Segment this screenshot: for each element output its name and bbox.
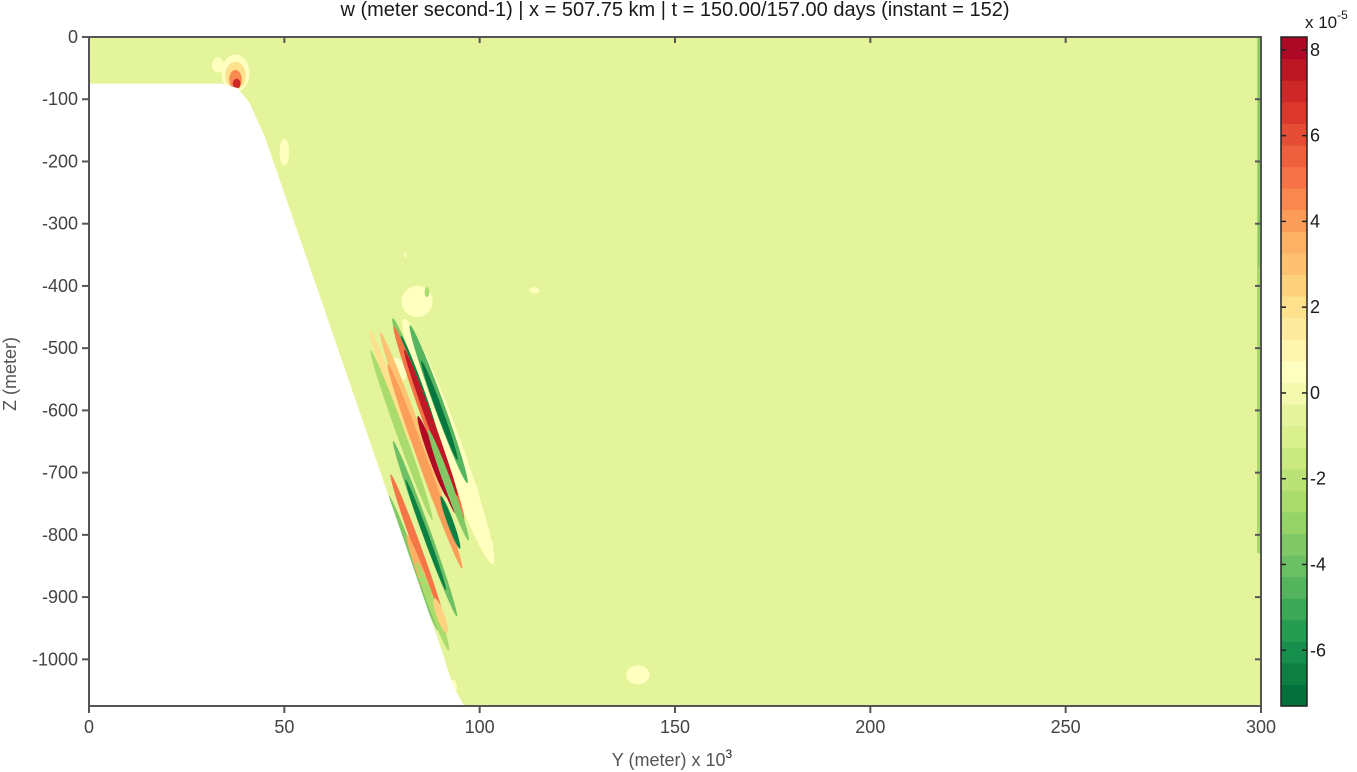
contour-feature-34 bbox=[481, 539, 494, 549]
y-axis: 0 -100 -200 -300 -400 -500 -600 -700 -800 -900 -10… bbox=[32, 27, 1261, 669]
colorbar-tick-label: 2 bbox=[1310, 297, 1320, 317]
contour-feature-29 bbox=[427, 429, 469, 541]
contour-features bbox=[212, 37, 1261, 695]
colorbar-band bbox=[1281, 554, 1307, 578]
contour-feature-19 bbox=[421, 360, 458, 461]
x-tick-label: 0 bbox=[84, 717, 94, 737]
contour-feature-10 bbox=[369, 329, 411, 442]
colorbar-tick-label: 8 bbox=[1310, 40, 1320, 60]
colorbar-band bbox=[1281, 425, 1307, 448]
contour-feature-16 bbox=[404, 349, 458, 496]
colorbar-band bbox=[1281, 598, 1307, 621]
bathymetry-mask bbox=[89, 83, 465, 706]
colorbar-multiplier: x 10-5 bbox=[1305, 8, 1348, 32]
contour-feature-32 bbox=[404, 251, 407, 258]
x-tick-label: 200 bbox=[855, 717, 885, 737]
colorbar-band bbox=[1281, 231, 1307, 254]
contour-feature-23 bbox=[405, 479, 447, 591]
y-tick-label: 0 bbox=[68, 27, 78, 47]
y-tick-label: -900 bbox=[42, 587, 78, 607]
contour-feature-5 bbox=[279, 138, 290, 166]
colorbar-band bbox=[1281, 511, 1307, 534]
colorbar-tick-label: -2 bbox=[1310, 469, 1326, 489]
y-tick-label: -700 bbox=[42, 463, 78, 483]
colorbar-band bbox=[1281, 641, 1307, 664]
colorbar-band bbox=[1281, 123, 1307, 146]
contour-feature-9 bbox=[461, 478, 479, 517]
y-axis-label: Z (meter) bbox=[0, 337, 20, 411]
colorbar-band bbox=[1281, 490, 1307, 513]
y-tick-label: -600 bbox=[42, 400, 78, 420]
colorbar-band bbox=[1281, 619, 1307, 642]
y-tick-label: -100 bbox=[42, 89, 78, 109]
colorbar-tick-label: -4 bbox=[1310, 554, 1326, 574]
colorbar-ticks: 8 6 4 2 0 -2 -4 -6 bbox=[1281, 40, 1326, 660]
contour-feature-27 bbox=[416, 562, 450, 651]
colorbar-band bbox=[1281, 80, 1307, 103]
contour-feature-11 bbox=[370, 350, 433, 521]
x-tick-label: 300 bbox=[1246, 717, 1276, 737]
colorbar-band bbox=[1281, 403, 1307, 427]
colorbar: 8 6 4 2 0 -2 -4 -6 x 10-5 bbox=[1280, 8, 1348, 707]
colorbar-band bbox=[1281, 37, 1307, 60]
chart-title: w (meter second-1) | x = 507.75 km | t =… bbox=[339, 0, 1009, 21]
colorbar-band bbox=[1281, 576, 1307, 599]
colorbar-frame bbox=[1280, 36, 1308, 707]
x-tick-label: 50 bbox=[274, 717, 294, 737]
contour-feature-4 bbox=[212, 57, 224, 73]
colorbar-band bbox=[1281, 209, 1307, 232]
colorbar-band bbox=[1281, 468, 1307, 491]
colorbar-band bbox=[1281, 101, 1307, 124]
y-tick-label: -300 bbox=[42, 214, 78, 234]
colorbar-tick-label: 0 bbox=[1310, 383, 1320, 403]
colorbar-band bbox=[1281, 166, 1307, 189]
y-tick-label: -500 bbox=[42, 338, 78, 358]
contour-feature-35 bbox=[626, 665, 650, 685]
colorbar-band bbox=[1281, 252, 1307, 275]
contour-feature-33 bbox=[529, 287, 540, 294]
colorbar-band bbox=[1281, 58, 1307, 81]
contour-feature-31 bbox=[424, 287, 430, 298]
colorbar-band bbox=[1281, 188, 1307, 211]
x-tick-label: 250 bbox=[1051, 717, 1081, 737]
colorbar-band bbox=[1281, 447, 1307, 470]
y-tick-label: -200 bbox=[42, 151, 78, 171]
colorbar-tick-label: -6 bbox=[1310, 640, 1326, 660]
colorbar-band bbox=[1281, 662, 1307, 686]
colorbar-band bbox=[1281, 684, 1307, 707]
colorbar-band bbox=[1281, 274, 1307, 297]
x-axis: 0 50 100 150 200 250 300 bbox=[84, 37, 1276, 737]
colorbar-band bbox=[1281, 144, 1307, 168]
x-axis-label: Y (meter) x 103 bbox=[612, 747, 733, 770]
colorbar-band bbox=[1281, 339, 1307, 362]
colorbar-bands bbox=[1281, 37, 1307, 707]
colorbar-band bbox=[1281, 382, 1307, 405]
contour-feature-30 bbox=[440, 496, 461, 549]
y-tick-label: -400 bbox=[42, 276, 78, 296]
contour-feature-3 bbox=[232, 78, 241, 89]
x-tick-label: 150 bbox=[660, 717, 690, 737]
contour-feature-24 bbox=[390, 474, 445, 621]
y-tick-label: -1000 bbox=[32, 649, 78, 669]
colorbar-band bbox=[1281, 533, 1307, 556]
y-tick-label: -800 bbox=[42, 525, 78, 545]
x-tick-label: 100 bbox=[465, 717, 495, 737]
colorbar-band bbox=[1281, 317, 1307, 340]
colorbar-band bbox=[1281, 360, 1307, 383]
contour-feature-20 bbox=[387, 364, 463, 569]
colorbar-band bbox=[1281, 295, 1307, 319]
colorbar-tick-label: 4 bbox=[1310, 211, 1320, 231]
colorbar-tick-label: 6 bbox=[1310, 126, 1320, 146]
contour-feature-28 bbox=[433, 598, 448, 634]
